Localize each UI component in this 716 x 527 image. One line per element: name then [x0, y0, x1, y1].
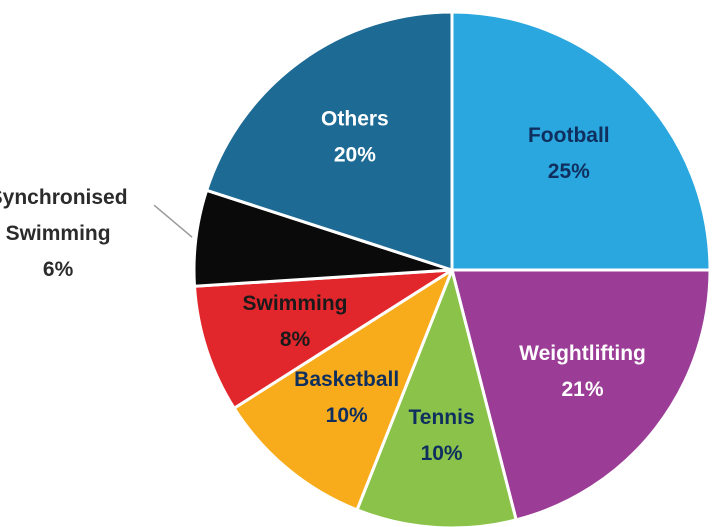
slice-label-football: Football 25% [528, 124, 610, 183]
slice-percent-label: 10% [421, 442, 463, 465]
slice-label-others: Others 20% [321, 107, 389, 166]
slice-name-label: Synchronised [0, 186, 128, 209]
slice-name-label: Weightlifting [519, 342, 646, 365]
slice-percent-label: 10% [326, 404, 368, 427]
slices-layer [192, 10, 712, 527]
slice-name-label: Basketball [294, 368, 399, 391]
pie-slice-swimming [193, 268, 454, 410]
pie-slice-football [450, 10, 712, 272]
slice-percent-label: 8% [280, 328, 311, 351]
slice-label-synchronised-swimming: Synchronised Swimming 6% [0, 186, 128, 281]
slice-percent-label: 21% [561, 378, 603, 401]
slice-percent-label: 25% [548, 160, 590, 183]
slice-percent-label: 20% [334, 143, 376, 166]
slice-name-label: Tennis [409, 406, 475, 429]
slice-name-label: Others [321, 107, 389, 130]
pie-slice-tennis [355, 268, 518, 527]
slice-name-label: Football [528, 124, 610, 147]
labels-layer: Football25%Weightlifting21%Tennis10%Bask… [0, 107, 646, 464]
pie-slice-weightlifting [450, 268, 712, 522]
slice-label-basketball: Basketball 10% [294, 368, 399, 427]
slice-label-tennis: Tennis 10% [409, 406, 475, 465]
slice-label-swimming: Swimming 8% [242, 292, 347, 351]
slice-name-label: Swimming [6, 222, 111, 245]
pie-slice-others [205, 10, 454, 272]
slice-percent-label: 6% [43, 258, 74, 281]
slice-name-label: Swimming [242, 292, 347, 315]
pie-slice-basketball [232, 268, 454, 512]
leader-line [153, 204, 193, 238]
slice-label-weightlifting: Weightlifting 21% [519, 342, 646, 401]
